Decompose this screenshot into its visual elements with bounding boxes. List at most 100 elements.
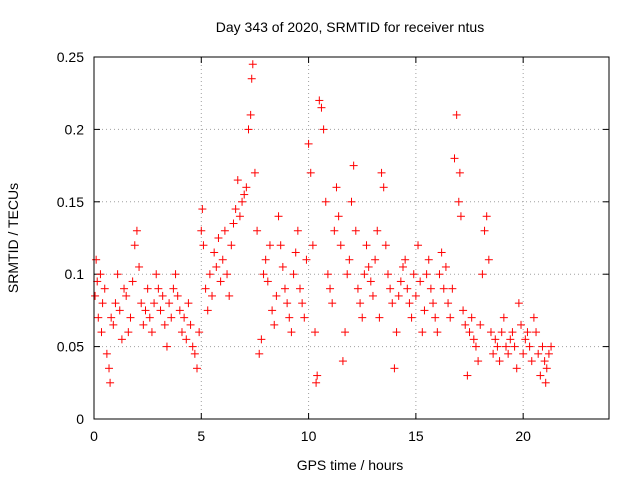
data-point xyxy=(313,371,322,380)
data-point xyxy=(280,284,289,293)
data-point xyxy=(238,197,247,206)
data-point xyxy=(150,299,159,308)
data-point xyxy=(360,270,369,279)
data-point xyxy=(431,313,440,322)
data-point xyxy=(308,241,317,250)
data-point xyxy=(450,154,459,163)
data-point xyxy=(334,212,343,221)
data-point xyxy=(105,364,114,373)
data-point xyxy=(338,357,347,366)
data-point xyxy=(506,335,515,344)
data-point xyxy=(289,270,298,279)
grid xyxy=(94,57,609,419)
data-point xyxy=(519,349,528,358)
data-point xyxy=(486,328,495,337)
data-point xyxy=(411,291,420,300)
data-point xyxy=(184,299,193,308)
data-point xyxy=(465,328,474,337)
data-point xyxy=(399,262,407,271)
data-point xyxy=(448,284,457,293)
data-point xyxy=(474,357,483,366)
data-point xyxy=(193,364,201,373)
data-point xyxy=(182,335,191,344)
data-point xyxy=(212,262,221,271)
data-point xyxy=(171,270,180,279)
data-point xyxy=(247,74,256,83)
data-point xyxy=(248,60,257,69)
data-point xyxy=(296,284,304,293)
data-point xyxy=(437,248,446,257)
data-point xyxy=(343,270,352,279)
data-point xyxy=(152,270,161,279)
data-point xyxy=(117,335,126,344)
data-point xyxy=(330,226,339,235)
data-point xyxy=(364,262,373,271)
data-point xyxy=(349,161,358,170)
x-tick-label: 10 xyxy=(301,428,317,444)
data-point xyxy=(452,110,461,119)
data-point xyxy=(542,364,551,373)
data-point xyxy=(508,328,517,337)
data-point xyxy=(167,313,176,322)
data-point xyxy=(201,284,210,293)
data-point xyxy=(302,255,311,264)
data-point xyxy=(92,255,101,264)
y-tick-label: 0.2 xyxy=(65,121,85,137)
data-point xyxy=(418,328,427,337)
data-point xyxy=(220,226,229,235)
data-point xyxy=(265,241,274,250)
data-point xyxy=(190,349,199,358)
data-point xyxy=(120,284,129,293)
data-point xyxy=(130,241,139,250)
data-point xyxy=(525,342,534,351)
data-point xyxy=(113,270,122,279)
x-tick-label: 20 xyxy=(515,428,531,444)
data-point xyxy=(478,270,487,279)
data-point xyxy=(504,349,513,358)
x-axis-label: GPS time / hours xyxy=(297,457,404,473)
data-point xyxy=(244,125,253,134)
data-point xyxy=(94,313,103,322)
data-point xyxy=(218,255,227,264)
data-point xyxy=(463,371,472,380)
data-point xyxy=(132,226,141,235)
data-point xyxy=(541,378,550,387)
data-point xyxy=(435,270,444,279)
data-point xyxy=(482,212,491,221)
data-point xyxy=(225,291,234,300)
data-point xyxy=(107,313,116,322)
data-point xyxy=(246,110,255,119)
data-point xyxy=(263,277,272,286)
data-point xyxy=(98,299,107,308)
data-point xyxy=(268,306,277,315)
data-point xyxy=(145,313,154,322)
data-point xyxy=(433,328,442,337)
data-point xyxy=(93,277,102,286)
y-tick-label: 0.05 xyxy=(57,339,84,355)
data-point xyxy=(147,328,156,337)
y-tick-label: 0.25 xyxy=(57,49,84,65)
data-point xyxy=(409,270,418,279)
data-point xyxy=(216,277,225,286)
data-point xyxy=(321,197,330,206)
data-point xyxy=(377,168,386,177)
data-point xyxy=(287,328,296,337)
data-point xyxy=(386,284,395,293)
data-point xyxy=(422,270,431,279)
data-point xyxy=(416,277,425,286)
data-point xyxy=(124,328,133,337)
data-point xyxy=(306,168,315,177)
data-point xyxy=(381,241,390,250)
data-point xyxy=(499,313,508,322)
data-point xyxy=(326,284,335,293)
data-point xyxy=(405,299,414,308)
data-point xyxy=(154,284,163,293)
data-point xyxy=(126,313,135,322)
data-point xyxy=(199,241,208,250)
data-point xyxy=(311,328,320,337)
data-point xyxy=(471,342,480,351)
data-point xyxy=(115,306,124,315)
data-point xyxy=(429,299,438,308)
data-point xyxy=(276,241,285,250)
data-point xyxy=(491,335,500,344)
